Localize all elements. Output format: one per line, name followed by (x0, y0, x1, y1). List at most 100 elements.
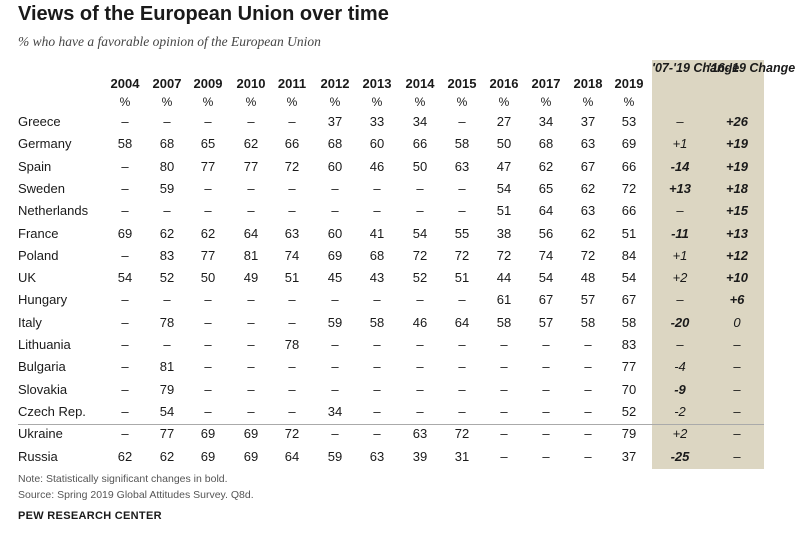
value-cell: 84 (621, 247, 637, 263)
value-cell: 63 (412, 426, 428, 442)
value-cell: 33 (369, 114, 385, 129)
change-07-19-cell: +2 (672, 270, 688, 286)
value-cell: 68 (327, 136, 343, 152)
change-07-19-cell: -25 (670, 448, 690, 464)
value-cell: 54 (621, 270, 637, 286)
source-note: Source: Spring 2019 Global Attitudes Sur… (18, 489, 254, 501)
year-header-2018: 2018 (573, 76, 603, 91)
value-cell: – (500, 448, 508, 464)
value-cell: 79 (159, 381, 175, 397)
change-16-19-cell: +19 (725, 158, 749, 174)
change-16-19-cell: – (733, 426, 741, 442)
value-cell: 51 (621, 225, 637, 241)
value-cell: 74 (284, 247, 300, 263)
value-cell: – (500, 359, 508, 375)
value-cell: 77 (159, 426, 175, 442)
change-07-19-cell: +2 (672, 426, 688, 442)
value-cell: – (542, 359, 550, 375)
value-cell: 72 (284, 158, 300, 174)
value-cell: – (247, 337, 255, 352)
unit-label: % (119, 95, 131, 109)
value-cell: – (331, 292, 339, 308)
year-header-2013: 2013 (362, 76, 392, 91)
value-cell: 69 (327, 247, 343, 263)
value-cell: 64 (538, 203, 554, 219)
value-cell: – (247, 403, 255, 419)
year-header-2011: 2011 (277, 76, 307, 91)
value-cell: – (373, 359, 381, 375)
value-cell: 50 (496, 136, 512, 152)
country-label: Czech Rep. (18, 403, 86, 419)
value-cell: – (373, 180, 381, 196)
value-cell: 58 (117, 136, 133, 152)
value-cell: 63 (580, 136, 596, 152)
change-07-19-cell: -9 (674, 381, 686, 397)
value-cell: 74 (538, 247, 554, 263)
value-cell: – (121, 114, 129, 129)
value-cell: 58 (454, 136, 470, 152)
value-cell: 64 (284, 448, 300, 464)
value-cell: – (121, 403, 129, 419)
country-label: Ukraine (18, 426, 63, 442)
change-columns-shading (652, 60, 764, 469)
value-cell: 70 (621, 381, 637, 397)
value-cell: 60 (369, 136, 385, 152)
value-cell: – (247, 314, 255, 330)
value-cell: 44 (496, 270, 512, 286)
year-header-2012: 2012 (320, 76, 350, 91)
value-cell: – (458, 381, 466, 397)
value-cell: – (458, 359, 466, 375)
value-cell: – (500, 403, 508, 419)
value-cell: 54 (117, 270, 133, 286)
value-cell: 37 (580, 114, 596, 129)
value-cell: 52 (412, 270, 428, 286)
value-cell: – (121, 158, 129, 174)
value-cell: 39 (412, 448, 428, 464)
country-label: Russia (18, 448, 58, 464)
value-cell: 54 (412, 225, 428, 241)
value-cell: 37 (327, 114, 343, 129)
value-cell: – (121, 292, 129, 308)
value-cell: – (542, 381, 550, 397)
value-cell: – (121, 337, 129, 352)
value-cell: – (288, 114, 296, 129)
value-cell: – (500, 381, 508, 397)
value-cell: 64 (243, 225, 259, 241)
value-cell: 58 (369, 314, 385, 330)
value-cell: 50 (412, 158, 428, 174)
value-cell: – (584, 448, 592, 464)
value-cell: – (288, 314, 296, 330)
value-cell: 72 (454, 247, 470, 263)
value-cell: 48 (580, 270, 596, 286)
footnote: Note: Statistically significant changes … (18, 473, 228, 485)
value-cell: – (542, 448, 550, 464)
value-cell: 62 (580, 225, 596, 241)
change-header-16-19: '16-'19 Change (708, 61, 796, 75)
value-cell: – (163, 337, 171, 352)
organization-name: PEW RESEARCH CENTER (18, 510, 162, 522)
value-cell: 80 (159, 158, 175, 174)
value-cell: – (373, 337, 381, 352)
value-cell: 43 (369, 270, 385, 286)
value-cell: – (416, 292, 424, 308)
unit-label: % (456, 95, 468, 109)
value-cell: 37 (621, 448, 637, 464)
value-cell: 50 (200, 270, 216, 286)
value-cell: 46 (369, 158, 385, 174)
change-07-19-cell: -14 (670, 158, 690, 174)
value-cell: 66 (621, 203, 637, 219)
value-cell: 67 (621, 292, 637, 308)
value-cell: 69 (200, 448, 216, 464)
country-label: Bulgaria (18, 359, 66, 375)
value-cell: 66 (412, 136, 428, 152)
value-cell: 62 (117, 448, 133, 464)
value-cell: – (458, 203, 466, 219)
country-label: Greece (18, 114, 61, 129)
change-16-19-cell: +18 (725, 180, 749, 196)
value-cell: 34 (327, 403, 343, 419)
unit-label: % (371, 95, 383, 109)
change-16-19-cell: +19 (725, 136, 749, 152)
value-cell: 47 (496, 158, 512, 174)
value-cell: – (247, 180, 255, 196)
value-cell: 64 (454, 314, 470, 330)
